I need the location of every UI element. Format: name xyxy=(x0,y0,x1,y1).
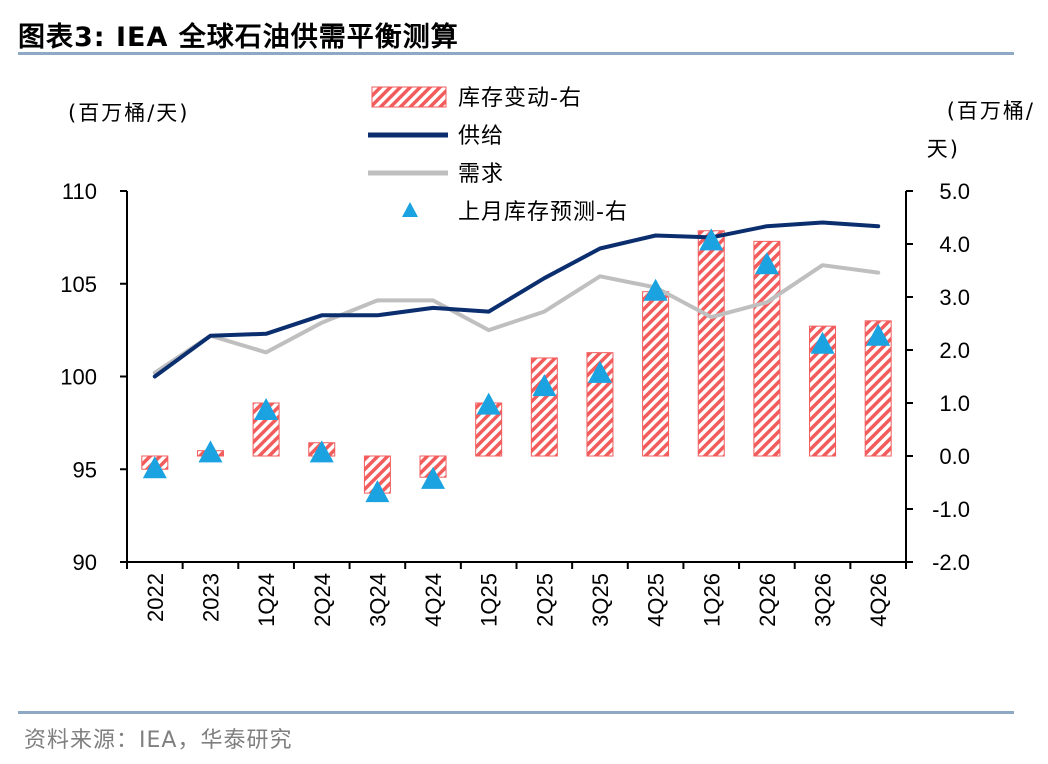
right-tick-label: -2.0 xyxy=(932,550,970,575)
x-tick-label: 4Q25 xyxy=(644,573,669,627)
inventory-bar xyxy=(753,240,781,457)
chart-title-text: 图表3: IEA 全球石油供需平衡测算 xyxy=(18,21,459,53)
forecast-marker xyxy=(254,397,279,420)
legend-label: 需求 xyxy=(458,162,504,187)
right-tick-label: 5.0 xyxy=(939,179,970,204)
forecast-marker xyxy=(643,278,668,301)
legend-swatch-inventory xyxy=(371,86,447,108)
legend-label: 库存变动-右 xyxy=(458,86,582,111)
right-tick-label: 3.0 xyxy=(939,285,970,310)
x-tick-label: 1Q26 xyxy=(699,573,724,627)
footer-rule xyxy=(18,711,1014,714)
x-tick-label: 1Q25 xyxy=(477,573,502,627)
forecast-marker xyxy=(587,360,612,383)
right-tick-label: -1.0 xyxy=(932,497,970,522)
right-tick-label: 2.0 xyxy=(939,338,970,363)
inventory-bar xyxy=(642,291,670,457)
demand-line xyxy=(152,263,881,375)
x-tick-label: 3Q25 xyxy=(588,573,613,627)
x-tick-label: 3Q26 xyxy=(811,573,836,627)
axes: 110 105 100 95 90 5.0 4.0 3.0 2.0 1.0 0.0 -1.0 -2.0 2… xyxy=(60,179,970,627)
chart-title: 图表3: IEA 全球石油供需平衡测算 xyxy=(18,14,459,54)
supply-line xyxy=(152,220,881,379)
left-axis-unit: (百万桶/天) xyxy=(68,101,189,125)
x-tick-label: 2Q26 xyxy=(755,573,780,627)
left-tick-label: 95 xyxy=(73,457,97,482)
forecast-marker xyxy=(532,374,557,397)
x-tick-label: 4Q24 xyxy=(421,573,446,627)
x-tick-label: 4Q26 xyxy=(866,573,891,627)
right-tick-label: 1.0 xyxy=(939,391,970,416)
x-tick-label: 3Q24 xyxy=(365,573,390,627)
x-tick-label: 2022 xyxy=(143,573,168,622)
legend-swatch-forecast xyxy=(402,202,418,217)
legend-label: 供给 xyxy=(458,124,504,149)
title-rule xyxy=(18,52,1014,55)
forecast-marker xyxy=(142,456,167,479)
forecast-marker xyxy=(365,480,390,503)
x-tick-label: 1Q24 xyxy=(254,573,279,627)
forecast-marker xyxy=(866,323,891,346)
x-tick-label: 2023 xyxy=(198,573,223,622)
legend-label: 上月库存预测-右 xyxy=(458,200,628,225)
right-axis-unit-line2: 天) xyxy=(927,137,960,161)
left-tick-label: 90 xyxy=(73,550,97,575)
right-axis-unit-line1: (百万桶/ xyxy=(947,99,1035,123)
forecast-marker xyxy=(476,392,501,415)
left-tick-label: 110 xyxy=(62,179,97,204)
line-series xyxy=(152,220,881,379)
x-tick-label: 2Q24 xyxy=(310,573,335,627)
right-tick-label: 4.0 xyxy=(939,232,970,257)
right-tick-label: 0.0 xyxy=(939,444,970,469)
forecast-marker xyxy=(309,440,334,463)
source-note: 资料来源：IEA，华泰研究 xyxy=(24,728,293,753)
forecast-marker xyxy=(421,466,446,489)
forecast-marker xyxy=(810,331,835,354)
inventory-bars xyxy=(141,230,892,494)
x-tick-label: 2Q25 xyxy=(532,573,557,627)
axis-units: (百万桶/天) (百万桶/天) xyxy=(68,99,1035,161)
inventory-bar xyxy=(530,357,558,457)
forecast-marker xyxy=(198,440,223,463)
forecast-markers xyxy=(142,228,891,503)
inventory-bar xyxy=(697,230,725,457)
left-tick-label: 100 xyxy=(60,365,97,390)
left-tick-label: 105 xyxy=(60,272,97,297)
forecast-marker xyxy=(754,252,779,275)
forecast-marker xyxy=(699,228,724,251)
